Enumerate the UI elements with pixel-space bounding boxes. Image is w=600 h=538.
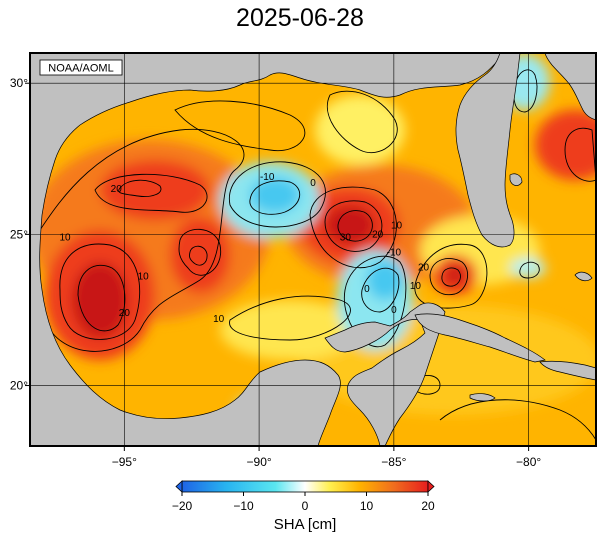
- contour-label: 0: [391, 305, 397, 316]
- lon-tick-label: −95°: [112, 455, 137, 469]
- map-frame: [29, 52, 597, 447]
- colorbar-tick-label: 10: [360, 499, 374, 513]
- contour-label: 10: [410, 281, 422, 292]
- contour-label: 0: [310, 178, 316, 189]
- sha-field: [30, 53, 596, 446]
- credit-label: NOAA/AOML: [48, 63, 113, 75]
- contour-labels: -10 0 20 10 10 20 10 30 20 10 -10 0 0 10 20: [59, 172, 429, 325]
- lat-tick-label: 25°: [10, 227, 28, 241]
- contour-label: 30: [340, 232, 352, 243]
- colorbar-low-triangle: [175, 480, 183, 493]
- lon-tick-label: −90°: [247, 455, 272, 469]
- contour-label: 20: [418, 263, 430, 274]
- contour-label: 20: [111, 184, 123, 195]
- map-title: 2025-06-28: [236, 4, 364, 32]
- colorbar-tick-label: 20: [421, 499, 435, 513]
- colorbar: −20 −10 0 10 20 SHA [cm]: [172, 480, 435, 533]
- colorbar-ticks: −20 −10 0 10 20: [172, 492, 435, 513]
- lon-tick-label: −85°: [381, 455, 406, 469]
- contour-label: -10: [260, 172, 275, 183]
- contour-label: 10: [391, 220, 403, 231]
- lat-tick-label: 30°: [10, 76, 28, 90]
- land-masses: [30, 53, 596, 446]
- contour-lines: [35, 69, 596, 441]
- contour-label: 20: [119, 308, 131, 319]
- contour-label: 10: [59, 232, 71, 243]
- colorbar-tick-label: 0: [302, 499, 309, 513]
- contour-label: 0: [364, 284, 370, 295]
- colorbar-tick-label: −10: [233, 499, 254, 513]
- contour-label: 20: [372, 229, 384, 240]
- axis-ticks: −95° −90° −85° −80° 30° 25° 20°: [10, 76, 542, 469]
- colorbar-high-triangle: [427, 480, 435, 493]
- credit-box: NOAA/AOML: [39, 59, 123, 76]
- colorbar-title: SHA [cm]: [274, 516, 337, 533]
- graticule: [30, 53, 596, 446]
- lat-tick-label: 20°: [10, 379, 28, 393]
- colorbar-tick-label: −20: [172, 499, 193, 513]
- contour-label: -10: [387, 248, 402, 259]
- colorbar-bar: [181, 480, 429, 493]
- contour-label: 10: [213, 314, 225, 325]
- lon-tick-label: −80°: [516, 455, 541, 469]
- contour-label: 10: [138, 272, 150, 283]
